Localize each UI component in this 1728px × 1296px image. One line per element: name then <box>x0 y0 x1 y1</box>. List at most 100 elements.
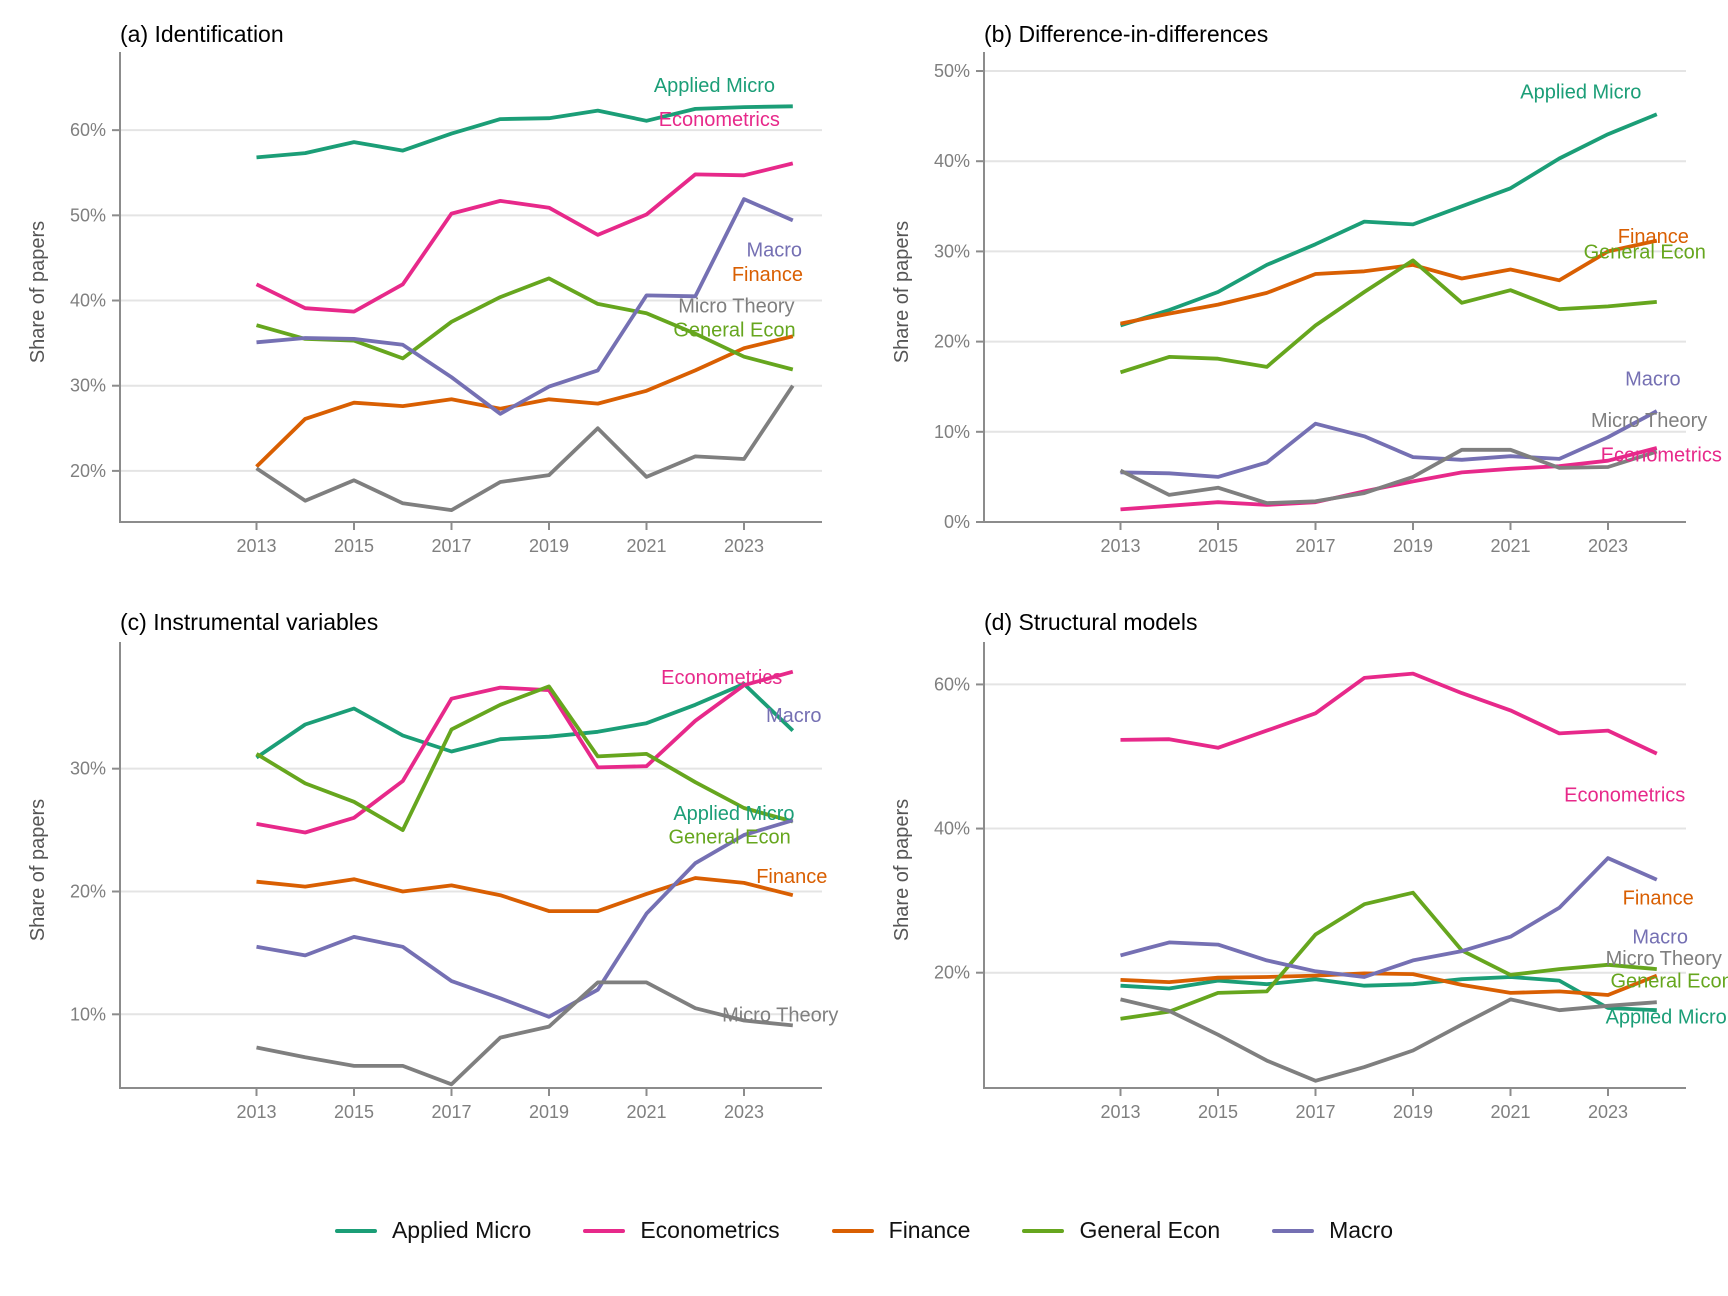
y-tick-label: 30% <box>70 376 106 396</box>
line-general-econ <box>1120 890 1657 1021</box>
x-tick-label: 2017 <box>431 536 471 556</box>
panel-instrumental-variables: 10% 20% 30% 2013 2015 2017 2019 2021 2023 (c) Ins… <box>0 600 864 1165</box>
x-tick-label: 2015 <box>334 536 374 556</box>
x-tick-label: 2023 <box>1588 1102 1628 1122</box>
series-label-econometrics: Econometrics <box>659 109 780 131</box>
y-axis-title: Share of papers <box>27 799 49 941</box>
series-label-finance: Finance <box>1618 226 1689 248</box>
y-tick-label: 60% <box>70 120 106 140</box>
line-finance <box>256 876 794 914</box>
x-tick-label: 2023 <box>724 1102 764 1122</box>
y-tick-label: 10% <box>70 1004 106 1024</box>
line-finance <box>1120 238 1658 326</box>
y-tick-label: 30% <box>70 759 106 779</box>
x-tick-label: 2021 <box>626 536 666 556</box>
x-tick-label: 2023 <box>724 536 764 556</box>
series-label-macro: Macro <box>766 705 822 727</box>
x-tick-label: 2013 <box>1100 1102 1140 1122</box>
x-tick-label: 2021 <box>1490 536 1530 556</box>
x-tick-label: 2015 <box>1198 1102 1238 1122</box>
line-finance <box>1120 971 1658 997</box>
x-tick-label: 2017 <box>1295 1102 1335 1122</box>
series-label-micro-theory: Micro Theory <box>1606 948 1722 970</box>
series-label-applied-micro: Applied Micro <box>673 803 794 825</box>
x-tick-label: 2013 <box>236 1102 276 1122</box>
x-tick-label: 2017 <box>431 1102 471 1122</box>
series-label-applied-micro: Applied Micro <box>1606 1006 1727 1028</box>
x-tick-label: 2015 <box>334 1102 374 1122</box>
series-label-econometrics: Econometrics <box>1601 444 1722 466</box>
legend-swatch-macro <box>1272 1228 1315 1233</box>
x-tick-label: 2013 <box>1100 536 1140 556</box>
y-tick-label: 20% <box>70 461 106 481</box>
line-finance <box>255 334 794 468</box>
line-econometrics <box>256 669 794 835</box>
panel-difference-in-differences: 0% 10% 20% 30% 40% 50% 2013 2015 2017 2019 2021 202… <box>864 0 1728 600</box>
y-tick-label: 60% <box>934 674 970 694</box>
line-econometrics <box>1120 671 1658 756</box>
x-tick-label: 2015 <box>1198 536 1238 556</box>
series-label-finance: Finance <box>756 866 827 888</box>
legend-swatch-general-econ <box>1022 1228 1065 1233</box>
legend-label: Finance <box>888 1217 971 1243</box>
panel-structural-models: 20% 40% 60% 2013 2015 2017 2019 2021 2023 (d) Str… <box>864 600 1728 1165</box>
x-tick-label: 2019 <box>529 1102 569 1122</box>
legend: Applied Micro Econometrics Finance General … <box>0 1165 1728 1296</box>
y-tick-label: 0% <box>944 512 970 532</box>
y-tick-label: 40% <box>934 819 970 839</box>
series-label-general-econ: General Econ <box>673 319 795 341</box>
panel-title: (d) Structural models <box>984 609 1197 635</box>
legend-item-general-econ: General Econ <box>1022 1217 1220 1244</box>
series-label-applied-micro: Applied Micro <box>1520 82 1641 104</box>
series-label-general-econ: General Econ <box>1584 241 1706 263</box>
series-label-micro-theory: Micro Theory <box>1591 410 1707 432</box>
y-tick-label: 40% <box>70 291 106 311</box>
y-axis-title: Share of papers <box>891 221 913 363</box>
series-label-macro: Macro <box>1632 926 1688 948</box>
y-tick-label: 40% <box>934 151 970 171</box>
y-tick-label: 20% <box>70 881 106 901</box>
y-tick-label: 20% <box>934 963 970 983</box>
legend-label: Applied Micro <box>391 1217 532 1243</box>
y-tick-label: 50% <box>70 205 106 225</box>
x-tick-label: 2021 <box>626 1102 666 1122</box>
series-label-general-econ: General Econ <box>1610 970 1728 992</box>
chart-difference-in-differences: 0% 10% 20% 30% 40% 50% 2013 2015 2017 2019 2021 202… <box>891 21 1722 556</box>
panel-identification: 20% 30% 40% 50% 60% 2013 2015 2017 2019 2021 2023 (… <box>0 0 864 600</box>
line-micro-theory <box>1119 447 1658 506</box>
legend-swatch-applied-micro <box>334 1228 377 1233</box>
x-tick-label: 2017 <box>1295 536 1335 556</box>
y-tick-label: 30% <box>934 241 970 261</box>
panel-title: (c) Instrumental variables <box>120 609 378 635</box>
series-label-finance: Finance <box>1623 887 1694 909</box>
series-label-applied-micro: Applied Micro <box>654 75 775 97</box>
legend-item-applied-micro: Applied Micro <box>334 1217 532 1244</box>
line-micro-theory <box>255 384 795 513</box>
line-applied-micro <box>256 104 793 160</box>
series-label-micro-theory: Micro Theory <box>678 295 794 317</box>
legend-swatch-econometrics <box>583 1228 626 1233</box>
line-applied-micro <box>255 682 795 760</box>
line-macro <box>1120 409 1658 479</box>
series-label-macro: Macro <box>1625 368 1681 390</box>
y-tick-label: 10% <box>934 422 970 442</box>
series-label-finance: Finance <box>732 264 803 286</box>
line-micro-theory <box>1120 997 1657 1083</box>
legend-label: General Econ <box>1079 1217 1221 1243</box>
line-applied-micro <box>1119 112 1658 328</box>
line-macro <box>256 197 794 416</box>
x-tick-label: 2013 <box>236 536 276 556</box>
line-applied-micro <box>1120 975 1657 1013</box>
line-general-econ <box>1119 258 1657 375</box>
x-tick-label: 2023 <box>1588 536 1628 556</box>
x-tick-label: 2019 <box>1393 1102 1433 1122</box>
series-label-econometrics: Econometrics <box>661 667 782 689</box>
legend-label: Macro <box>1329 1217 1394 1243</box>
x-tick-label: 2019 <box>1393 536 1433 556</box>
line-macro <box>1120 856 1658 979</box>
line-micro-theory <box>256 980 793 1087</box>
legend-label: Econometrics <box>640 1217 780 1243</box>
y-tick-label: 50% <box>934 61 970 81</box>
line-econometrics <box>1120 446 1658 512</box>
line-general-econ <box>255 684 794 833</box>
